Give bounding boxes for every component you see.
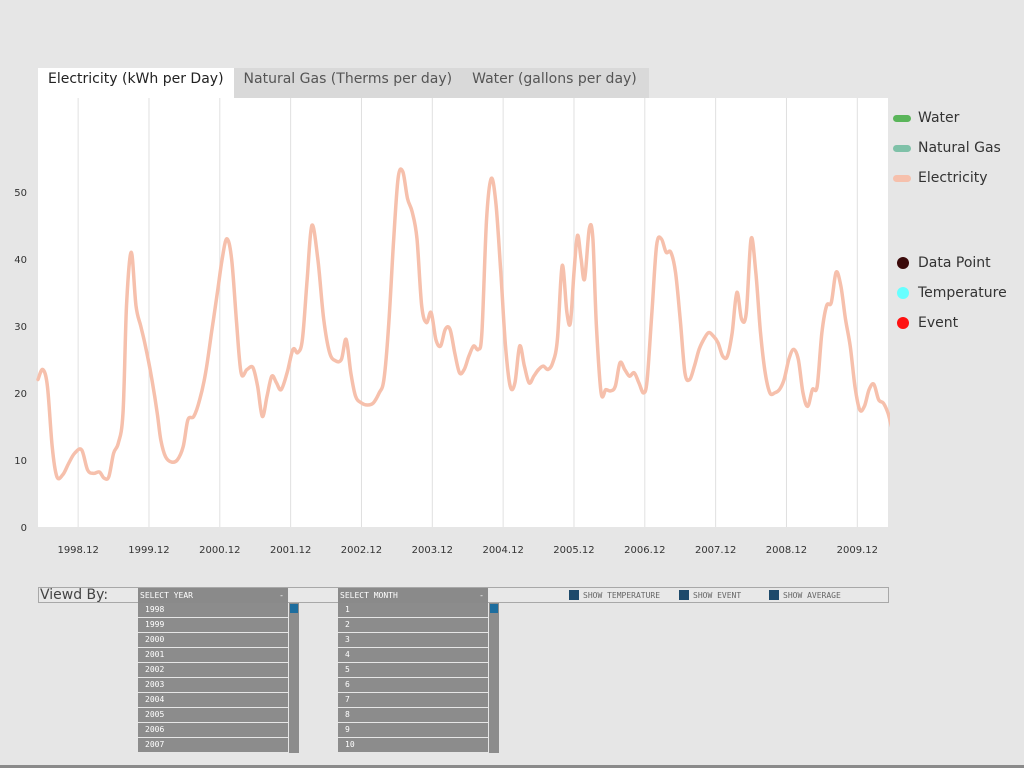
checkbox-icon[interactable] [769,590,779,600]
legend-label: Event [918,315,959,331]
month-option[interactable]: 3 [338,633,488,647]
collapse-icon[interactable]: - [479,591,484,600]
x-tick-label: 2004.12 [482,545,523,556]
tab-electricity[interactable]: Electricity (kWh per Day) [38,68,234,98]
y-tick-label: 0 [21,523,27,534]
year-list-scrollbar[interactable] [289,603,299,753]
month-option[interactable]: 1 [338,603,488,617]
legend-item-water[interactable]: Water [893,108,959,128]
y-axis-ticks: 0 10 20 30 40 50 [14,188,27,534]
checkbox-icon[interactable] [679,590,689,600]
show-average-label: SHOW AVERAGE [783,590,841,600]
x-tick-label: 1999.12 [128,545,169,556]
x-tick-label: 2002.12 [341,545,382,556]
y-tick-label: 50 [14,188,27,199]
legend-label: Data Point [918,255,991,271]
year-option[interactable]: 2000 [138,633,288,647]
month-option[interactable]: 9 [338,723,488,737]
month-option[interactable]: 6 [338,678,488,692]
y-tick-label: 40 [14,255,27,266]
month-list-scrollbar[interactable] [489,603,499,753]
natural-gas-swatch [893,144,911,152]
year-option[interactable]: 1998 [138,603,288,617]
gridlines [77,98,858,527]
bottom-divider [0,765,1024,768]
month-list: 1 2 3 4 5 6 7 8 9 10 [338,603,488,753]
year-select-label: SELECT YEAR [140,591,193,600]
legend-label: Water [918,110,960,126]
x-tick-label: 2009.12 [837,545,878,556]
month-option[interactable]: 7 [338,693,488,707]
month-option[interactable]: 8 [338,708,488,722]
x-tick-label: 2006.12 [624,545,665,556]
legend-item-temperature[interactable]: Temperature [893,283,1007,303]
legend-item-natural-gas[interactable]: Natural Gas [893,138,1001,158]
month-option[interactable]: 2 [338,618,488,632]
electricity-swatch [893,174,911,182]
event-dot-icon [897,317,909,329]
scrollbar-thumb[interactable] [490,604,498,613]
year-option[interactable]: 2003 [138,678,288,692]
data-point-dot-icon [897,257,909,269]
viewed-by-label: Viewd By: [40,587,109,603]
legend-item-event[interactable]: Event [893,313,958,333]
year-option[interactable]: 1999 [138,618,288,632]
x-tick-label: 2003.12 [412,545,453,556]
month-option[interactable]: 10 [338,738,488,752]
year-option[interactable]: 2001 [138,648,288,662]
month-select-label: SELECT MONTH [340,591,398,600]
y-tick-label: 30 [14,322,27,333]
month-option[interactable]: 5 [338,663,488,677]
show-temperature-label: SHOW TEMPERATURE [583,590,661,600]
year-option[interactable]: 2004 [138,693,288,707]
show-average-checkbox[interactable]: SHOW AVERAGE [769,589,841,601]
year-option[interactable]: 2006 [138,723,288,737]
x-tick-label: 2001.12 [270,545,311,556]
show-event-label: SHOW EVENT [693,590,742,600]
series-lines [36,167,890,481]
water-swatch [893,114,911,122]
usage-chart: 0 10 20 30 40 50 1998.12 1999.12 2000.12 2001.12… [0,98,890,560]
x-tick-label: 2000.12 [199,545,240,556]
month-option[interactable]: 4 [338,648,488,662]
year-option[interactable]: 2002 [138,663,288,677]
year-list: 1998 1999 2000 2001 2002 2003 2004 2005 … [138,603,288,753]
year-select[interactable]: SELECT YEAR - [138,588,288,603]
year-option[interactable]: 2007 [138,738,288,752]
legend-item-data-point[interactable]: Data Point [893,253,991,273]
tab-bar: Electricity (kWh per Day) Natural Gas (T… [38,68,649,98]
scrollbar-thumb[interactable] [290,604,298,613]
x-tick-label: 2008.12 [766,545,807,556]
x-tick-label: 1998.12 [57,545,98,556]
x-axis-ticks: 1998.12 1999.12 2000.12 2001.12 2002.12 2003.… [57,545,878,556]
series-line-electricity[interactable] [36,167,890,481]
year-option[interactable]: 2005 [138,708,288,722]
x-tick-label: 2007.12 [695,545,736,556]
x-tick-label: 2005.12 [553,545,594,556]
legend-item-electricity[interactable]: Electricity [893,168,988,188]
checkbox-icon[interactable] [569,590,579,600]
legend-label: Natural Gas [918,140,1001,156]
tab-water[interactable]: Water (gallons per day) [462,68,649,98]
show-temperature-checkbox[interactable]: SHOW TEMPERATURE [569,589,660,601]
legend-label: Electricity [918,170,988,186]
tab-natural-gas[interactable]: Natural Gas (Therms per day) [233,68,463,98]
collapse-icon[interactable]: - [279,591,284,600]
y-tick-label: 10 [14,456,27,467]
temperature-dot-icon [897,287,909,299]
legend-label: Temperature [918,285,1007,301]
month-select[interactable]: SELECT MONTH - [338,588,488,603]
y-tick-label: 20 [14,389,27,400]
controls-bar: Viewd By: SELECT YEAR - SELECT MONTH - S… [38,587,889,603]
show-event-checkbox[interactable]: SHOW EVENT [679,589,741,601]
